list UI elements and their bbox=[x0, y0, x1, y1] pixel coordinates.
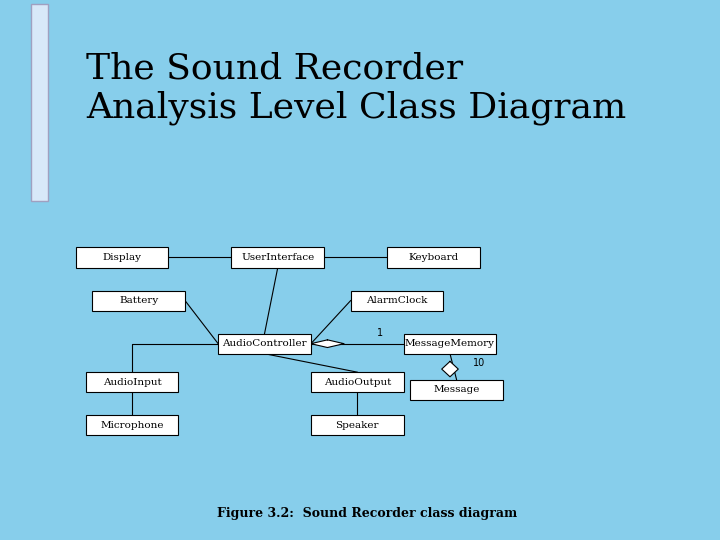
Text: Display: Display bbox=[103, 253, 142, 262]
FancyBboxPatch shape bbox=[404, 334, 496, 354]
Polygon shape bbox=[442, 361, 459, 377]
FancyBboxPatch shape bbox=[86, 372, 179, 392]
Text: Battery: Battery bbox=[119, 296, 158, 305]
Text: MessageMemory: MessageMemory bbox=[405, 339, 495, 348]
Text: The Sound Recorder
Analysis Level Class Diagram: The Sound Recorder Analysis Level Class … bbox=[86, 51, 626, 125]
Text: 1: 1 bbox=[377, 328, 383, 338]
FancyBboxPatch shape bbox=[86, 415, 179, 435]
FancyBboxPatch shape bbox=[218, 334, 311, 354]
FancyBboxPatch shape bbox=[387, 247, 480, 267]
FancyBboxPatch shape bbox=[76, 247, 168, 267]
FancyBboxPatch shape bbox=[92, 291, 185, 310]
Text: Figure 3.2:  Sound Recorder class diagram: Figure 3.2: Sound Recorder class diagram bbox=[217, 507, 518, 519]
Text: AlarmClock: AlarmClock bbox=[366, 296, 428, 305]
Text: AudioInput: AudioInput bbox=[103, 377, 161, 387]
FancyBboxPatch shape bbox=[410, 380, 503, 400]
Text: Message: Message bbox=[433, 386, 480, 394]
FancyBboxPatch shape bbox=[31, 4, 48, 201]
FancyBboxPatch shape bbox=[231, 247, 324, 267]
FancyBboxPatch shape bbox=[311, 372, 404, 392]
Text: AudioController: AudioController bbox=[222, 339, 307, 348]
Text: UserInterface: UserInterface bbox=[241, 253, 315, 262]
Text: 10: 10 bbox=[473, 358, 485, 368]
Text: AudioOutput: AudioOutput bbox=[323, 377, 391, 387]
Text: Keyboard: Keyboard bbox=[408, 253, 459, 262]
FancyBboxPatch shape bbox=[351, 291, 444, 310]
Text: Microphone: Microphone bbox=[100, 421, 163, 430]
Polygon shape bbox=[311, 340, 344, 348]
FancyBboxPatch shape bbox=[311, 415, 404, 435]
Text: Speaker: Speaker bbox=[336, 421, 379, 430]
